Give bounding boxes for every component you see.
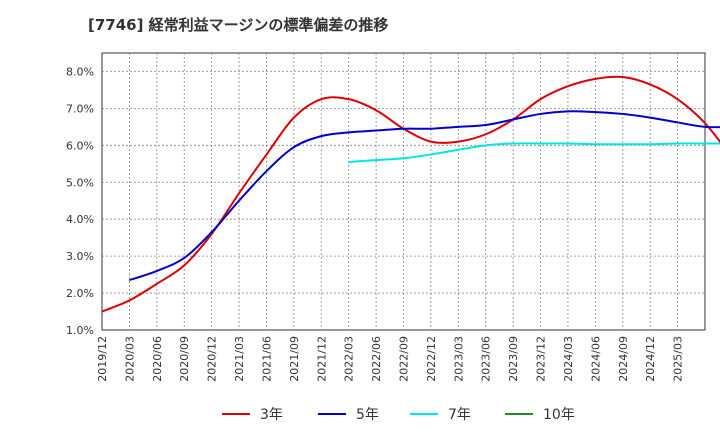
x-tick-label: 2021/09 bbox=[288, 336, 301, 382]
series-line-2 bbox=[348, 142, 720, 163]
x-tick-label: 2024/12 bbox=[644, 336, 657, 382]
series-line-0 bbox=[101, 75, 720, 313]
x-tick-label: 2023/03 bbox=[452, 336, 465, 382]
y-tick-label: 1.0% bbox=[66, 324, 94, 337]
y-tick-label: 3.0% bbox=[66, 250, 94, 263]
legend-label: 10年 bbox=[543, 407, 575, 423]
x-tick-label: 2023/12 bbox=[535, 336, 548, 382]
x-tick-label: 2020/06 bbox=[151, 336, 164, 382]
plot-area bbox=[101, 52, 706, 331]
y-tick-label: 7.0% bbox=[66, 102, 94, 115]
legend-item: 7年 bbox=[410, 402, 471, 426]
legend-item: 3年 bbox=[222, 402, 283, 426]
legend-label: 7年 bbox=[448, 407, 471, 423]
x-tick-label: 2022/06 bbox=[370, 336, 383, 382]
y-tick-label: 2.0% bbox=[66, 287, 94, 300]
y-tick-label: 4.0% bbox=[66, 213, 94, 226]
x-tick-label: 2023/09 bbox=[507, 336, 520, 382]
x-tick-label: 2022/12 bbox=[425, 336, 438, 382]
x-tick-label: 2024/09 bbox=[617, 336, 630, 382]
x-tick-label: 2022/09 bbox=[398, 336, 411, 382]
y-tick-label: 6.0% bbox=[66, 139, 94, 152]
y-axis-ticks: 1.0% 2.0% 3.0% 4.0% 5.0% 6.0% 7.0% 8.0% bbox=[66, 65, 94, 337]
grid-lines bbox=[102, 53, 705, 330]
legend-item: 10年 bbox=[505, 402, 575, 426]
legend-label: 5年 bbox=[356, 407, 379, 423]
legend-swatch bbox=[505, 413, 533, 415]
legend-swatch bbox=[410, 413, 438, 415]
legend-item: 5年 bbox=[318, 402, 379, 426]
x-tick-label: 2020/09 bbox=[178, 336, 191, 382]
y-tick-label: 8.0% bbox=[66, 65, 94, 78]
x-tick-label: 2025/03 bbox=[672, 336, 685, 382]
x-tick-label: 2020/12 bbox=[206, 336, 219, 382]
legend: 3年 5年 7年 10年 bbox=[0, 402, 720, 426]
y-tick-label: 5.0% bbox=[66, 176, 94, 189]
x-tick-label: 2020/03 bbox=[123, 336, 136, 382]
x-tick-label: 2022/03 bbox=[343, 336, 356, 382]
x-tick-label: 2024/06 bbox=[589, 336, 602, 382]
series-line-1 bbox=[129, 110, 720, 282]
legend-label: 3年 bbox=[260, 407, 283, 423]
x-tick-label: 2019/12 bbox=[96, 336, 109, 382]
legend-swatch bbox=[222, 413, 250, 415]
series-lines bbox=[101, 75, 720, 313]
x-tick-label: 2021/06 bbox=[260, 336, 273, 382]
x-tick-label: 2021/03 bbox=[233, 336, 246, 382]
legend-swatch bbox=[318, 413, 346, 415]
x-tick-label: 2021/12 bbox=[315, 336, 328, 382]
chart-title: [7746] 経常利益マージンの標準偏差の推移 bbox=[88, 16, 389, 34]
x-tick-label: 2024/03 bbox=[562, 336, 575, 382]
x-tick-label: 2023/06 bbox=[480, 336, 493, 382]
x-axis-ticks: 2019/12 2020/03 2020/06 2020/09 2020/12 2021/… bbox=[96, 336, 685, 382]
